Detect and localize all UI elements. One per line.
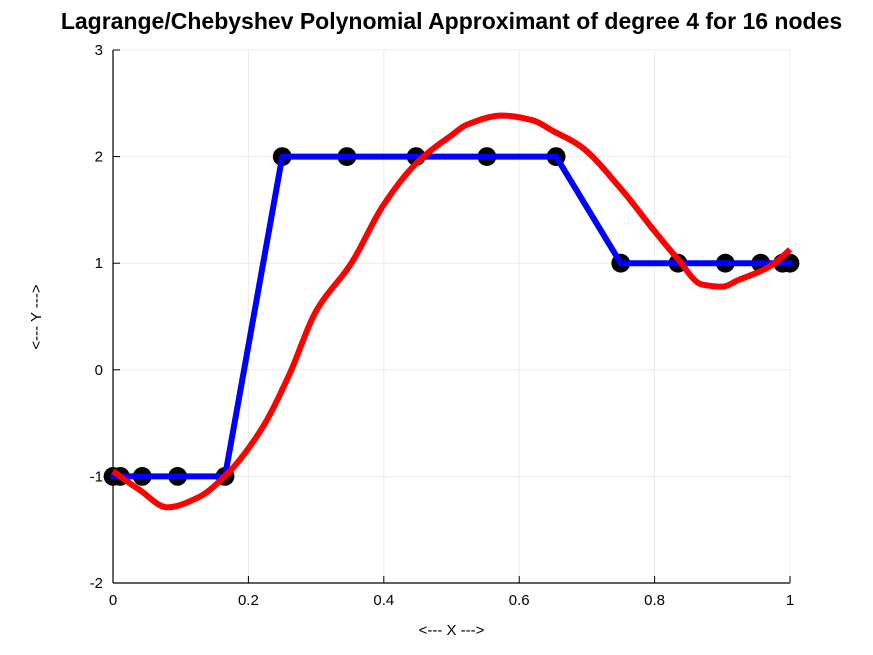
svg-text:-2: -2 [90,575,103,592]
svg-text:1: 1 [95,255,103,272]
svg-text:2: 2 [95,149,103,166]
svg-text:3: 3 [95,42,103,59]
svg-text:0.2: 0.2 [238,592,259,609]
svg-text:0.8: 0.8 [644,592,665,609]
svg-text:0.6: 0.6 [509,592,530,609]
svg-text:0.4: 0.4 [373,592,394,609]
svg-text:0: 0 [109,592,117,609]
svg-text:0: 0 [95,362,103,379]
svg-text:-1: -1 [90,468,103,485]
svg-text:1: 1 [786,592,794,609]
